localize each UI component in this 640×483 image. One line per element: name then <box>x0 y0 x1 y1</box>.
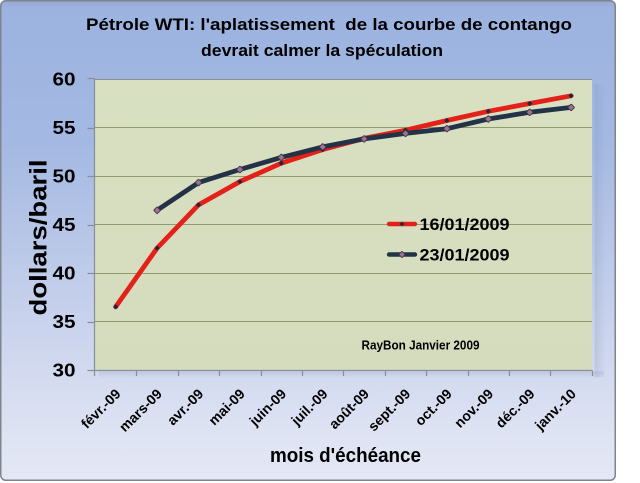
svg-text:dollars/baril: dollars/baril <box>26 160 53 316</box>
svg-text:mois d'échéance: mois d'échéance <box>270 445 421 467</box>
svg-text:Pétrole WTI: l'aplatissement: Pétrole WTI: l'aplatissement de la courb… <box>86 15 572 34</box>
svg-text:RayBon Janvier 2009: RayBon Janvier 2009 <box>362 339 480 353</box>
svg-text:40: 40 <box>53 264 76 284</box>
svg-text:16/01/2009: 16/01/2009 <box>420 215 510 234</box>
svg-text:45: 45 <box>53 215 76 235</box>
svg-text:devrait calmer la spéculation: devrait calmer la spéculation <box>201 41 443 60</box>
svg-text:35: 35 <box>53 312 76 332</box>
svg-text:30: 30 <box>53 361 76 381</box>
svg-text:23/01/2009: 23/01/2009 <box>420 246 510 265</box>
svg-text:55: 55 <box>53 118 76 138</box>
svg-text:50: 50 <box>53 167 76 187</box>
svg-text:60: 60 <box>53 70 76 90</box>
